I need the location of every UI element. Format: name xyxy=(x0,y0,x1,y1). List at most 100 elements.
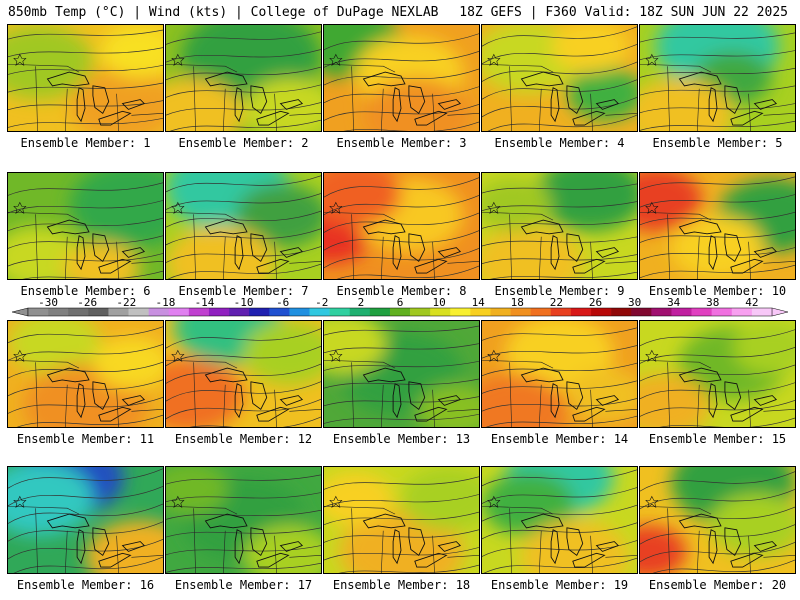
great-lakes-outline xyxy=(572,110,606,126)
wind-contour-line xyxy=(482,79,637,100)
station-marker-icon xyxy=(329,201,343,214)
great-lakes-outline xyxy=(392,529,402,565)
wind-contour-line xyxy=(166,363,321,385)
station-marker-icon xyxy=(487,201,501,214)
state-border-lines xyxy=(640,505,795,573)
wind-contour-line xyxy=(640,541,795,563)
colorbar-segment xyxy=(711,308,733,316)
wind-contour-line xyxy=(640,211,795,226)
wind-contour-line xyxy=(166,527,321,538)
colorbar-tick-label: 10 xyxy=(432,296,445,309)
great-lakes-outline xyxy=(279,395,304,406)
wind-contour-line xyxy=(166,49,321,63)
great-lakes-outline xyxy=(46,71,90,87)
great-lakes-outline xyxy=(256,110,290,126)
station-marker-icon xyxy=(171,349,185,362)
colorbar-segment xyxy=(289,308,310,316)
wind-contour-line xyxy=(324,378,479,389)
great-lakes-outline xyxy=(408,233,426,263)
temperature-field-map xyxy=(8,467,163,573)
great-lakes-outline xyxy=(234,87,244,123)
wind-contour-line xyxy=(8,217,163,232)
colorbar-segment xyxy=(430,308,451,316)
great-lakes-outline xyxy=(572,406,606,422)
station-marker-icon xyxy=(13,349,27,362)
colorbar-segment xyxy=(188,308,210,316)
wind-contour-line xyxy=(324,325,479,336)
state-border-lines xyxy=(8,63,163,131)
great-lakes-outline xyxy=(362,219,406,235)
ensemble-member-prefix: Ensemble Member: xyxy=(652,136,776,150)
colorbar-tick-label: -18 xyxy=(155,296,175,309)
temperature-field-map xyxy=(166,467,321,573)
great-lakes-outline xyxy=(566,233,584,263)
great-lakes-outline xyxy=(730,110,764,126)
great-lakes-outline xyxy=(437,395,462,406)
great-lakes-outline xyxy=(724,381,742,411)
great-lakes-outline xyxy=(279,247,304,258)
colorbar-segment xyxy=(28,308,49,316)
wind-contour-line xyxy=(166,31,321,45)
ensemble-member-label: Ensemble Member: 8 xyxy=(323,284,480,298)
great-lakes-outline xyxy=(520,219,564,235)
great-lakes-outline xyxy=(708,383,718,419)
temperature-field-map xyxy=(640,173,795,279)
wind-contour-line xyxy=(640,67,795,78)
great-lakes-outline xyxy=(76,235,86,271)
temperature-region xyxy=(482,178,552,232)
great-lakes-outline xyxy=(550,529,560,565)
ensemble-member-number: 8 xyxy=(459,284,467,298)
temperature-field-map xyxy=(166,173,321,279)
colorbar-tick-label: 26 xyxy=(589,296,602,309)
ensemble-panel-13 xyxy=(323,320,480,428)
ensemble-member-number: 10 xyxy=(771,284,787,298)
ensemble-member-label: Ensemble Member: 3 xyxy=(323,136,480,150)
great-lakes-outline xyxy=(121,395,146,406)
wind-contour-line xyxy=(166,398,321,420)
wind-contour-line xyxy=(640,382,795,400)
ensemble-member-label: Ensemble Member: 9 xyxy=(481,284,638,298)
colorbar-tick-label: -30 xyxy=(38,296,58,309)
great-lakes-outline xyxy=(437,99,462,110)
great-lakes-outline xyxy=(392,383,402,419)
great-lakes-outline xyxy=(678,219,722,235)
great-lakes-outline xyxy=(392,235,402,271)
station-marker-icon xyxy=(487,53,501,66)
ensemble-member-number: 17 xyxy=(297,578,313,592)
colorbar-segment xyxy=(510,308,532,316)
ensemble-member-label: Ensemble Member: 12 xyxy=(165,432,322,446)
colorbar-tick-label: 2 xyxy=(358,296,365,309)
wind-contour-line xyxy=(659,417,795,427)
ensemble-member-number: 11 xyxy=(139,432,155,446)
great-lakes-outline xyxy=(279,541,304,552)
wind-contour-line xyxy=(324,529,479,543)
ensemble-member-prefix: Ensemble Member: xyxy=(174,578,298,592)
ensemble-member-label: Ensemble Member: 20 xyxy=(639,578,796,592)
colorbar-segment xyxy=(269,308,290,316)
great-lakes-outline xyxy=(98,406,132,422)
great-lakes-outline xyxy=(753,395,778,406)
wind-contour-line xyxy=(485,415,637,427)
ensemble-member-label: Ensemble Member: 5 xyxy=(639,136,796,150)
great-lakes-outline xyxy=(76,383,86,419)
wind-contour-line xyxy=(343,121,479,131)
wind-contour-line xyxy=(166,175,321,193)
colorbar-tick-label: -10 xyxy=(234,296,254,309)
temperature-region xyxy=(70,173,163,248)
wind-contour-line xyxy=(482,26,637,47)
colorbar-tick-label: 38 xyxy=(706,296,719,309)
ensemble-member-number: 15 xyxy=(771,432,787,446)
great-lakes-outline xyxy=(279,99,304,110)
ensemble-panel-11 xyxy=(7,320,164,428)
great-lakes-outline xyxy=(595,395,620,406)
wind-contour-line xyxy=(166,192,321,211)
wind-contour-line xyxy=(482,345,637,359)
colorbar-segment xyxy=(229,308,250,316)
wind-contour-line xyxy=(8,82,163,93)
great-lakes-outline xyxy=(362,367,406,383)
station-marker-icon xyxy=(645,495,659,508)
ensemble-member-label: Ensemble Member: 4 xyxy=(481,136,638,150)
ensemble-member-prefix: Ensemble Member: xyxy=(20,136,144,150)
wind-contour-line xyxy=(166,210,321,228)
temperature-region xyxy=(8,25,94,100)
